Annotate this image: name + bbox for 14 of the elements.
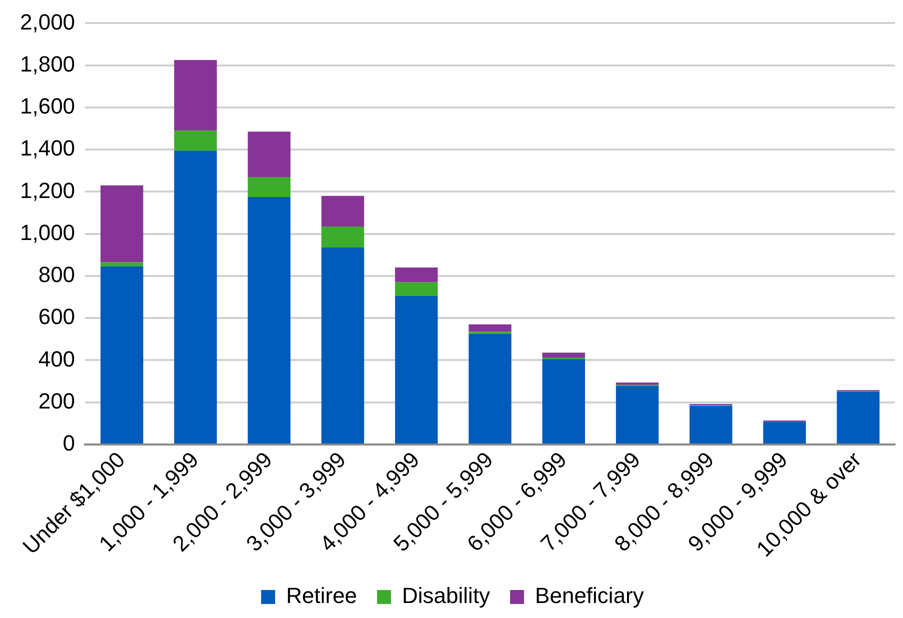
legend-label: Retiree bbox=[286, 583, 358, 608]
y-tick-label: 800 bbox=[38, 262, 76, 288]
legend-label: Disability bbox=[402, 583, 490, 608]
y-tick-label: 1,000 bbox=[20, 220, 76, 245]
y-tick-label: 1,800 bbox=[20, 51, 76, 76]
y-tick-label: 1,600 bbox=[20, 94, 76, 119]
y-tick-label: 1,400 bbox=[20, 136, 76, 161]
y-tick-label: 0 bbox=[62, 430, 76, 456]
y-tick-label: 600 bbox=[38, 304, 76, 330]
y-tick-label: 400 bbox=[38, 346, 76, 372]
y-tick-label: 200 bbox=[38, 388, 76, 414]
y-tick-label: 1,200 bbox=[20, 178, 76, 203]
legend-label: Beneficiary bbox=[535, 583, 644, 608]
y-tick-label: 2,000 bbox=[20, 9, 76, 34]
